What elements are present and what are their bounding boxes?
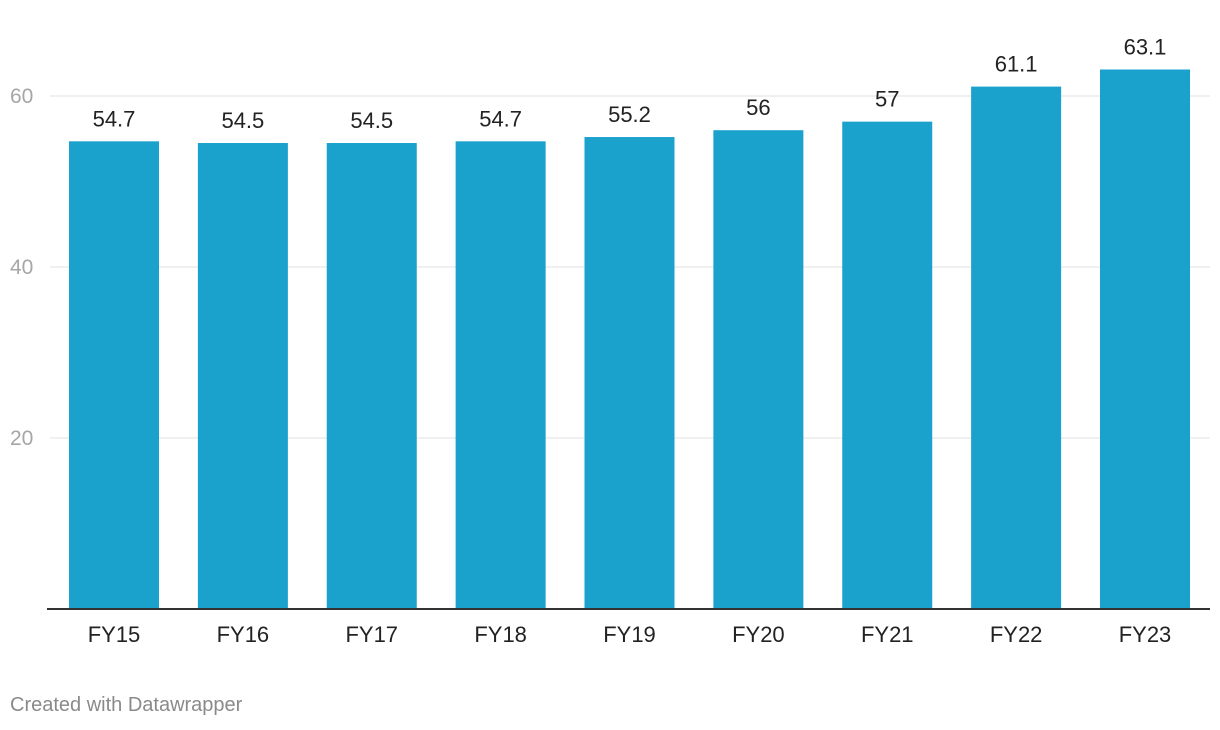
- x-tick-label: FY15: [88, 622, 141, 647]
- bar-fy20: [713, 130, 804, 609]
- bar-fy19: [584, 137, 675, 610]
- x-tick-label: FY22: [990, 622, 1043, 647]
- bar-fy18: [455, 141, 546, 609]
- value-label: 63.1: [1124, 34, 1167, 59]
- bar-fy23: [1100, 69, 1190, 610]
- bar-fy17: [326, 143, 417, 609]
- value-label: 54.5: [350, 108, 393, 133]
- bar-fy21: [842, 121, 933, 610]
- bar-fy15: [69, 141, 159, 609]
- y-tick-label: 60: [10, 85, 33, 108]
- x-tick-label: FY23: [1119, 622, 1172, 647]
- bar-fy16: [197, 143, 288, 609]
- x-tick-label: FY21: [861, 622, 914, 647]
- x-axis: FY15 FY16 FY17 FY18 FY19 FY20 FY21 FY22 FY23: [47, 608, 1210, 647]
- x-tick-label: FY18: [474, 622, 527, 647]
- y-tick-label: 40: [10, 256, 33, 279]
- x-tick-label: FY19: [603, 622, 656, 647]
- x-tick-label: FY17: [345, 622, 398, 647]
- x-tick-label: FY16: [217, 622, 270, 647]
- x-tick-label: FY20: [732, 622, 785, 647]
- value-label: 55.2: [608, 102, 651, 127]
- value-label: 54.7: [479, 106, 522, 131]
- datawrapper-credit-link[interactable]: Created with Datawrapper: [10, 694, 243, 716]
- bar-fy22: [971, 86, 1062, 610]
- value-labels: 54.7 54.5 54.5 54.7 55.2 56 57 61.1 63.1: [93, 34, 1167, 133]
- value-label: 54.7: [93, 106, 136, 131]
- value-label: 57: [875, 87, 899, 112]
- value-label: 54.5: [221, 108, 264, 133]
- value-label: 56: [746, 95, 770, 120]
- bars: [69, 69, 1190, 610]
- value-label: 61.1: [995, 52, 1038, 77]
- y-tick-label: 20: [10, 427, 33, 450]
